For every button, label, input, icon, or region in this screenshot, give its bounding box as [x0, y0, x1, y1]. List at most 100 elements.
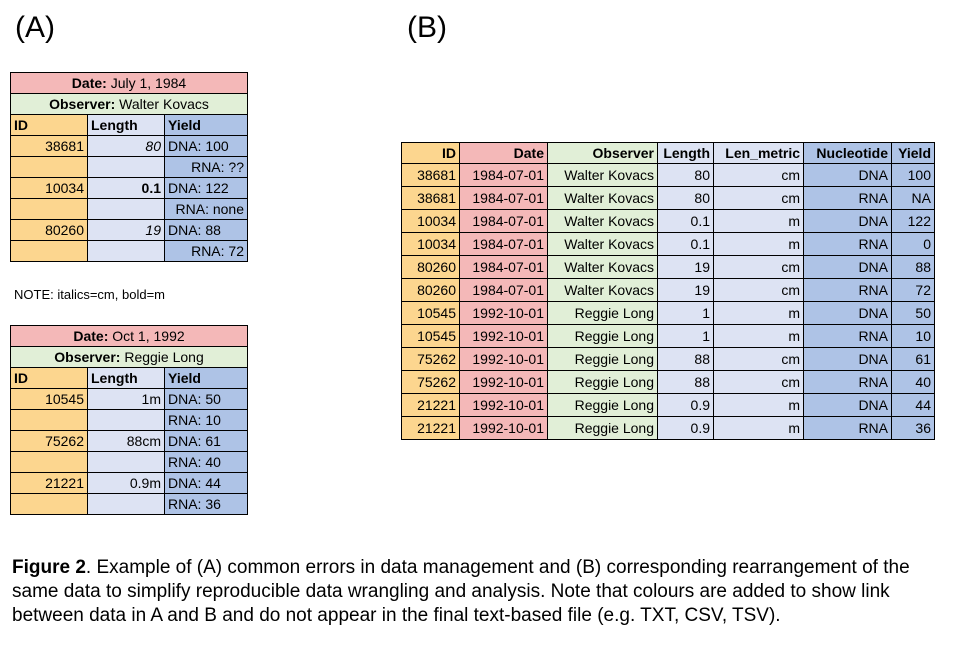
- figure-caption: Figure 2. Example of (A) common errors i…: [12, 556, 947, 628]
- cell-length: 88: [657, 347, 714, 371]
- cell-yield: 10: [891, 324, 935, 348]
- cell-date: 1984-07-01: [459, 255, 548, 279]
- header-yield: Yield: [163, 367, 249, 389]
- observer-value: Reggie Long: [124, 349, 204, 365]
- cell-yield: NA: [891, 186, 935, 210]
- table-row: RNA: 36: [10, 493, 249, 515]
- observer-value: Walter Kovacs: [119, 96, 209, 112]
- cell-observer: Walter Kovacs: [547, 278, 658, 302]
- header-id: ID: [401, 142, 460, 164]
- cell-len-metric: m: [713, 301, 804, 325]
- date-row: Date: July 1, 1984: [10, 72, 248, 94]
- cell-id: [10, 156, 88, 178]
- table-row: 21221 1992-10-01 Reggie Long 0.9 m DNA 44: [401, 393, 935, 417]
- cell-id: 38681: [401, 186, 460, 210]
- cell-nucleotide: DNA: [803, 347, 892, 371]
- observer-row: Observer: Walter Kovacs: [10, 93, 248, 115]
- cell-nucleotide: DNA: [803, 163, 892, 187]
- cell-observer: Reggie Long: [547, 347, 658, 371]
- header-length: Length: [87, 114, 165, 136]
- cell-yield: DNA: 44: [163, 472, 249, 494]
- cell-length: 0.1: [657, 232, 714, 256]
- cell-len-metric: cm: [713, 163, 804, 187]
- cell-date: 1992-10-01: [459, 393, 548, 417]
- cell-len-metric: m: [713, 209, 804, 233]
- cell-date: 1992-10-01: [459, 416, 548, 440]
- cell-yield: DNA: 100: [164, 135, 248, 157]
- cell-yield: DNA: 61: [163, 430, 249, 452]
- table-a1: Date: July 1, 1984 Observer: Walter Kova…: [10, 72, 248, 262]
- cell-len-metric: cm: [713, 347, 804, 371]
- cell-length: 0.9: [657, 393, 714, 417]
- cell-observer: Reggie Long: [547, 301, 658, 325]
- table-row: 80260 1984-07-01 Walter Kovacs 19 cm DNA 88: [401, 255, 935, 279]
- cell-len-metric: cm: [713, 255, 804, 279]
- cell-length: 0.1: [87, 177, 165, 199]
- table-b-body: 38681 1984-07-01 Walter Kovacs 80 cm DNA 100 38…: [401, 163, 935, 440]
- cell-date: 1984-07-01: [459, 278, 548, 302]
- observer-label: Observer:: [49, 96, 116, 112]
- cell-yield: RNA: none: [164, 198, 248, 220]
- table-b: ID Date Observer Length Len_metric Nucle…: [401, 142, 935, 440]
- cell-yield: 40: [891, 370, 935, 394]
- cell-len-metric: cm: [713, 186, 804, 210]
- cell-len-metric: cm: [713, 278, 804, 302]
- date-value: Oct 1, 1992: [112, 328, 185, 344]
- cell-length: 0.9m: [87, 472, 165, 494]
- cell-id: 10034: [10, 177, 88, 199]
- cell-nucleotide: RNA: [803, 416, 892, 440]
- cell-len-metric: m: [713, 393, 804, 417]
- panel-label-a: (A): [15, 11, 55, 44]
- cell-date: 1992-10-01: [459, 370, 548, 394]
- cell-length: 0.9: [657, 416, 714, 440]
- cell-length: 1m: [87, 388, 165, 410]
- table-row: 38681 80 DNA: 100: [10, 135, 248, 157]
- cell-nucleotide: DNA: [803, 301, 892, 325]
- table-row: 10034 1984-07-01 Walter Kovacs 0.1 m RNA 0: [401, 232, 935, 256]
- date-row: Date: Oct 1, 1992: [9, 325, 249, 347]
- cell-nucleotide: DNA: [803, 209, 892, 233]
- cell-id: [10, 493, 88, 515]
- cell-id: 21221: [401, 416, 460, 440]
- header-nucleotide: Nucleotide: [803, 142, 892, 164]
- caption-label: Figure 2: [12, 557, 86, 578]
- cell-len-metric: cm: [713, 370, 804, 394]
- table-row: 21221 0.9m DNA: 44: [10, 472, 249, 494]
- cell-yield: 36: [891, 416, 935, 440]
- cell-yield: DNA: 88: [164, 219, 248, 241]
- table-row: 21221 1992-10-01 Reggie Long 0.9 m RNA 36: [401, 416, 935, 440]
- observer-label: Observer:: [54, 349, 121, 365]
- cell-length: 80: [657, 163, 714, 187]
- cell-nucleotide: RNA: [803, 232, 892, 256]
- cell-length: 80: [657, 186, 714, 210]
- table-row: 38681 1984-07-01 Walter Kovacs 80 cm RNA NA: [401, 186, 935, 210]
- table-row: 10034 1984-07-01 Walter Kovacs 0.1 m DNA 122: [401, 209, 935, 233]
- header-observer: Observer: [547, 142, 658, 164]
- cell-length: 19: [657, 278, 714, 302]
- cell-id: [10, 409, 88, 431]
- table-row: 38681 1984-07-01 Walter Kovacs 80 cm DNA 100: [401, 163, 935, 187]
- cell-len-metric: m: [713, 324, 804, 348]
- cell-id: [10, 198, 88, 220]
- cell-yield: RNA: 10: [163, 409, 249, 431]
- cell-observer: Reggie Long: [547, 324, 658, 348]
- cell-id: 10034: [401, 209, 460, 233]
- date-label: Date:: [71, 75, 107, 91]
- header-len-metric: Len_metric: [713, 142, 804, 164]
- cell-id: 10034: [401, 232, 460, 256]
- header-length: Length: [657, 142, 714, 164]
- cell-observer: Walter Kovacs: [547, 186, 658, 210]
- cell-length: [87, 198, 165, 220]
- cell-yield: RNA: ??: [164, 156, 248, 178]
- cell-observer: Walter Kovacs: [547, 209, 658, 233]
- table-row: 10545 1992-10-01 Reggie Long 1 m RNA 10: [401, 324, 935, 348]
- cell-observer: Reggie Long: [547, 416, 658, 440]
- cell-id: 80260: [401, 278, 460, 302]
- cell-length: 88cm: [87, 430, 165, 452]
- cell-id: 75262: [401, 347, 460, 371]
- cell-yield: DNA: 50: [163, 388, 249, 410]
- header-id: ID: [10, 367, 88, 389]
- header-yield: Yield: [164, 114, 248, 136]
- cell-date: 1984-07-01: [459, 209, 548, 233]
- header-length: Length: [87, 367, 165, 389]
